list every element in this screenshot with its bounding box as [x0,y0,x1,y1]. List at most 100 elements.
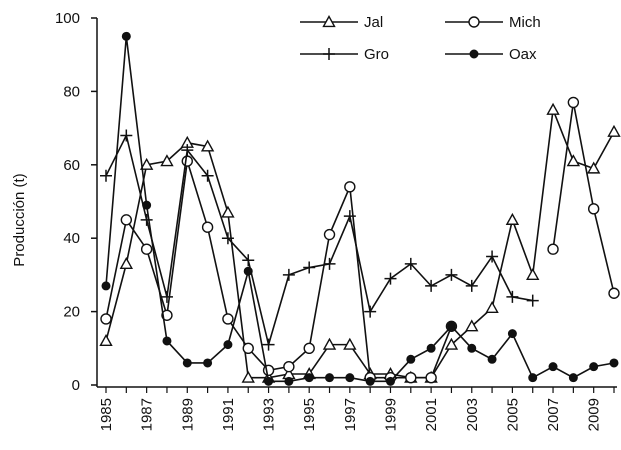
data-point-oax [182,358,192,368]
data-point-jal [444,337,459,350]
data-point-gro [384,272,397,285]
legend-label: Gro [364,46,389,63]
data-point-oax [487,354,497,364]
data-point-gro [181,144,194,157]
data-point-jal [221,205,235,218]
data-point-gro [445,268,458,281]
data-point-gro [140,213,153,226]
data-point-gro [242,254,255,267]
data-point-gro [425,279,438,292]
data-point-oax [345,373,355,383]
series-jal [99,102,621,383]
series-line-mich [105,160,453,379]
y-axis-title: Producción (t) [11,173,28,266]
data-point-jal [119,256,134,269]
data-point-oax [528,373,538,383]
data-point-gro [120,129,133,142]
data-point-mich [425,371,437,384]
data-point-gro [221,232,234,245]
y-tick-label: 20 [63,304,80,321]
x-tick-label: 1995 [301,398,318,431]
data-point-mich [100,313,112,325]
data-point-jal [322,337,337,350]
data-point-gro [465,279,478,292]
y-tick-label: 100 [55,10,80,27]
legend-item-gro: Gro [300,46,389,63]
x-tick-label: 2005 [504,398,521,431]
legend-item-oax: Oax [445,46,537,63]
series-gro [100,129,539,351]
data-point-oax [162,336,172,346]
data-point-mich [201,221,214,233]
data-point-gro [343,210,356,223]
data-point-jal [566,154,581,167]
series-oax [101,31,619,386]
data-point-mich [262,364,275,377]
data-point-gro [364,305,377,318]
data-point-jal [465,319,479,332]
data-point-oax [568,373,578,383]
data-point-oax [548,362,558,372]
y-ticks: 0 20 40 60 80 100 [55,10,97,394]
data-point-gro [262,338,275,351]
x-tick-label: 1989 [179,398,196,431]
data-point-mich [567,96,580,109]
data-point-jal [200,139,215,152]
data-point-mich [161,309,173,321]
data-point-mich [120,214,133,226]
series-mich [100,96,620,384]
data-point-jal [526,267,540,280]
data-point-oax [385,376,395,386]
data-point-gro [201,169,214,182]
data-point-mich [344,181,356,193]
data-point-mich [303,342,315,354]
data-point-jal [160,154,174,167]
data-point-gro [100,169,112,182]
x-tick-label: 1997 [342,398,359,431]
series-line-gro [105,133,533,348]
data-point-oax [121,31,131,41]
legend-marker [323,48,335,60]
data-point-jal [546,102,560,115]
data-point-oax [325,373,335,383]
data-point-jal [139,157,154,170]
data-point-jal [586,161,601,174]
legend-marker [322,15,336,28]
data-point-mich [323,228,336,241]
data-point-gro [404,257,417,270]
x-tick-label: 1999 [382,398,399,431]
data-point-oax [142,200,152,210]
data-point-oax [101,281,111,291]
legend-marker [468,16,480,28]
data-point-oax [203,358,213,368]
data-point-oax [304,373,314,383]
x-ticks: 1985 1987 1989 1991 1993 1995 1997 1999 2001 2003… [98,387,615,431]
data-point-gro [526,294,539,307]
data-point-oax [589,362,599,372]
data-point-oax [243,266,253,276]
data-point-gro [282,268,295,281]
data-point-gro [160,290,173,303]
legend-item-mich: Mich [445,14,541,31]
x-tick-label: 2007 [545,398,562,431]
data-point-mich [222,313,234,325]
data-point-jal [343,337,357,350]
legend-label: Oax [509,46,537,63]
data-point-oax [406,354,416,364]
data-point-mich [283,360,295,373]
data-point-gro [506,290,519,303]
series-line-mich [552,102,615,294]
data-point-gro [486,250,499,263]
legend: Jal Mich Gro Oax [300,14,541,63]
data-point-oax [467,343,477,353]
data-point-mich [140,243,153,255]
x-tick-label: 1991 [220,398,237,431]
data-point-oax [223,340,233,350]
data-point-mich [242,342,254,354]
data-point-mich [608,287,620,299]
x-tick-label: 1985 [98,398,115,431]
y-tick-label: 80 [63,83,80,100]
x-tick-label: 2001 [423,398,440,431]
x-tick-label: 1993 [261,398,278,431]
